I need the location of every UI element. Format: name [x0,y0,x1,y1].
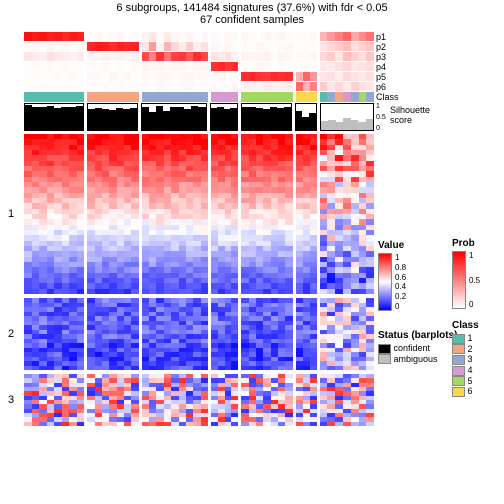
prob-label: p6 [376,82,386,92]
prob-track [24,62,374,71]
silhouette-label: Silhouette score [390,105,430,125]
prob-track [24,42,374,51]
legend-status: Status (barplots) confident ambiguous [378,330,457,364]
heatmap-main: 123 [24,32,374,430]
prob-label: p4 [376,62,386,72]
prob-label: p1 [376,32,386,42]
sil-tick: 0 [376,125,380,132]
prob-track [24,52,374,61]
section-label: 2 [8,328,14,340]
section-label: 3 [8,394,14,406]
section-label: 1 [8,208,14,220]
heatmap-section [24,298,374,370]
class-track [24,92,374,102]
silhouette-track [24,103,374,131]
heatmap-section [24,374,374,426]
prob-label: p2 [376,42,386,52]
prob-track [24,32,374,41]
legend-value: Value10.80.60.40.20 [378,240,406,311]
chart-subtitle: 67 confident samples [0,14,504,28]
sil-tick: 0.5 [376,114,386,121]
class-label: Class [376,92,399,102]
legend-class: Class 1 2 3 4 5 6 [452,320,479,397]
heatmap-section [24,134,374,294]
chart-title: 6 subgroups, 141484 signatures (37.6%) w… [0,0,504,14]
prob-label: p3 [376,52,386,62]
prob-track [24,72,374,81]
prob-label: p5 [376,72,386,82]
prob-track [24,82,374,91]
sil-tick: 1 [376,103,380,110]
legend-prob: Prob10.50 [452,238,480,309]
